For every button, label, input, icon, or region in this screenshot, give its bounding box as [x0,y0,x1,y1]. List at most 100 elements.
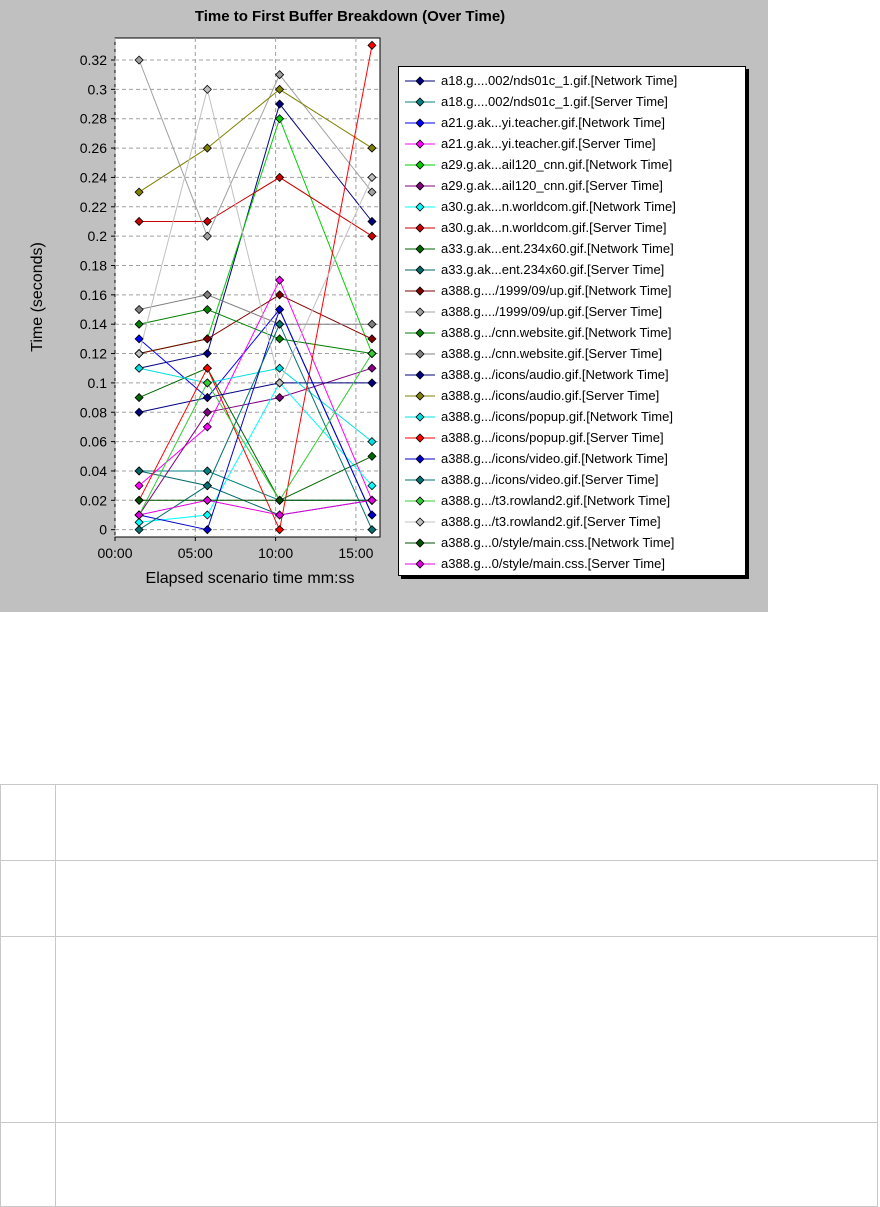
legend-item: a18.g....002/nds01c_1.gif.[Network Time] [399,70,745,91]
data-point [202,363,212,373]
legend-swatch [405,369,435,380]
legend-label: a388.g..../1999/09/up.gif.[Server Time] [441,304,663,319]
legend-item: a29.g.ak...ail120_cnn.gif.[Network Time] [399,154,745,175]
legend-item: a388.g..../1999/09/up.gif.[Server Time] [399,301,745,322]
data-point [202,378,212,388]
legend-label: a21.g.ak...yi.teacher.gif.[Server Time] [441,136,656,151]
series-line [138,499,373,516]
legend-item: a388.g.../t3.rowland2.gif.[Server Time] [399,511,745,532]
legend-label: a18.g....002/nds01c_1.gif.[Network Time] [441,73,678,88]
legend-item: a388.g.../icons/video.gif.[Network Time] [399,448,745,469]
legend-swatch [405,243,435,254]
legend-label: a33.g.ak...ent.234x60.gif.[Network Time] [441,241,674,256]
legend-swatch [405,222,435,233]
data-point [275,334,285,344]
axis-ticks: 0 0.02 0.04 0.06 0.08 0.1 0.12 0.14 0.16 0.18 0.2 0… [80,52,374,561]
legend-swatch [405,411,435,422]
y-tick-label: 0.06 [80,434,107,450]
table-cell-text [55,784,878,861]
legend-item: a388.g.../icons/video.gif.[Server Time] [399,469,745,490]
data-point [202,216,212,227]
y-tick-label: 0.32 [80,52,107,68]
legend-item: a29.g.ak...ail120_cnn.gif.[Server Time] [399,175,745,196]
data-point [134,495,144,505]
data-point [134,363,144,373]
series-line [138,367,373,442]
legend-swatch-marker [415,537,425,548]
legend-item: a33.g.ak...ent.234x60.gif.[Network Time] [399,238,745,259]
series-markers [134,40,377,535]
data-point [202,495,212,505]
table-cell-text [55,1122,878,1207]
y-tick-label: 0.16 [80,287,107,303]
legend-label: a29.g.ak...ail120_cnn.gif.[Network Time] [441,157,673,172]
legend-swatch [405,327,435,338]
legend-swatch [405,306,435,317]
plot-area: 0 0.02 0.04 0.06 0.08 0.1 0.12 0.14 0.16 0.18 0.2 0… [80,37,381,561]
legend-swatch-marker [415,495,425,506]
legend-label: a388.g.../icons/video.gif.[Network Time] [441,451,668,466]
legend-swatch-marker [415,243,425,254]
legend-swatch [405,75,435,86]
legend-swatch [405,117,435,128]
legend-item: a33.g.ak...ent.234x60.gif.[Server Time] [399,259,745,280]
x-tick-label: 05:00 [178,545,213,561]
legend-item: a388.g.../icons/audio.gif.[Network Time] [399,364,745,385]
data-point [134,393,144,403]
data-point [275,495,285,505]
table-row [0,1122,878,1207]
legend-swatch [405,537,435,548]
series-line [138,89,373,385]
data-point [134,304,144,315]
data-point [202,290,212,300]
data-point [134,334,144,344]
legend-swatch-marker [415,75,425,86]
data-point [202,348,212,359]
series-line [138,294,373,354]
legend-swatch [405,453,435,464]
data-point [202,422,212,432]
data-point [134,525,144,535]
y-tick-label: 0.04 [80,463,107,479]
legend-swatch [405,201,435,212]
legend-swatch [405,432,435,443]
legend-label: a388.g.../t3.rowland2.gif.[Network Time] [441,493,671,508]
data-point [202,407,212,417]
data-point [202,481,212,491]
legend-swatch [405,159,435,170]
legend-label: a388.g...0/style/main.css.[Network Time] [441,535,675,550]
table-row [0,784,878,861]
legend-item: a30.g.ak...n.worldcom.gif.[Network Time] [399,196,745,217]
legend-label: a388.g.../icons/audio.gif.[Network Time] [441,367,669,382]
legend: a18.g....002/nds01c_1.gif.[Network Time]… [398,66,746,576]
data-point [202,334,212,344]
legend-swatch [405,285,435,296]
x-tick-label: 10:00 [258,545,293,561]
legend-swatch-marker [415,285,425,296]
data-point [367,481,377,491]
chart-panel: Time to First Buffer Breakdown (Over Tim… [0,0,768,612]
data-point [367,363,377,373]
y-tick-label: 0.24 [80,169,107,185]
legend-label: a33.g.ak...ent.234x60.gif.[Server Time] [441,262,665,277]
legend-label: a21.g.ak...yi.teacher.gif.[Network Time] [441,115,665,130]
data-point [202,231,212,241]
y-tick-label: 0.28 [80,111,107,127]
legend-swatch-marker [415,117,425,128]
data-point [367,216,377,227]
series-line [138,88,373,193]
series-line [138,382,372,413]
data-point [275,290,285,300]
legend-swatch-marker [415,474,425,485]
legend-swatch [405,264,435,275]
legend-item: a388.g.../t3.rowland2.gif.[Network Time] [399,490,745,511]
legend-item: a18.g....002/nds01c_1.gif.[Server Time] [399,91,745,112]
legend-item: a388.g...0/style/main.css.[Network Time] [399,532,745,553]
data-point [275,172,285,182]
legend-item: a388.g.../icons/audio.gif.[Server Time] [399,385,745,406]
data-point [367,495,377,505]
legend-label: a388.g.../cnn.website.gif.[Server Time] [441,346,663,361]
x-axis-title: Elapsed scenario time mm:ss [145,570,355,587]
y-tick-label: 0.08 [80,404,107,420]
series-line [138,278,373,501]
